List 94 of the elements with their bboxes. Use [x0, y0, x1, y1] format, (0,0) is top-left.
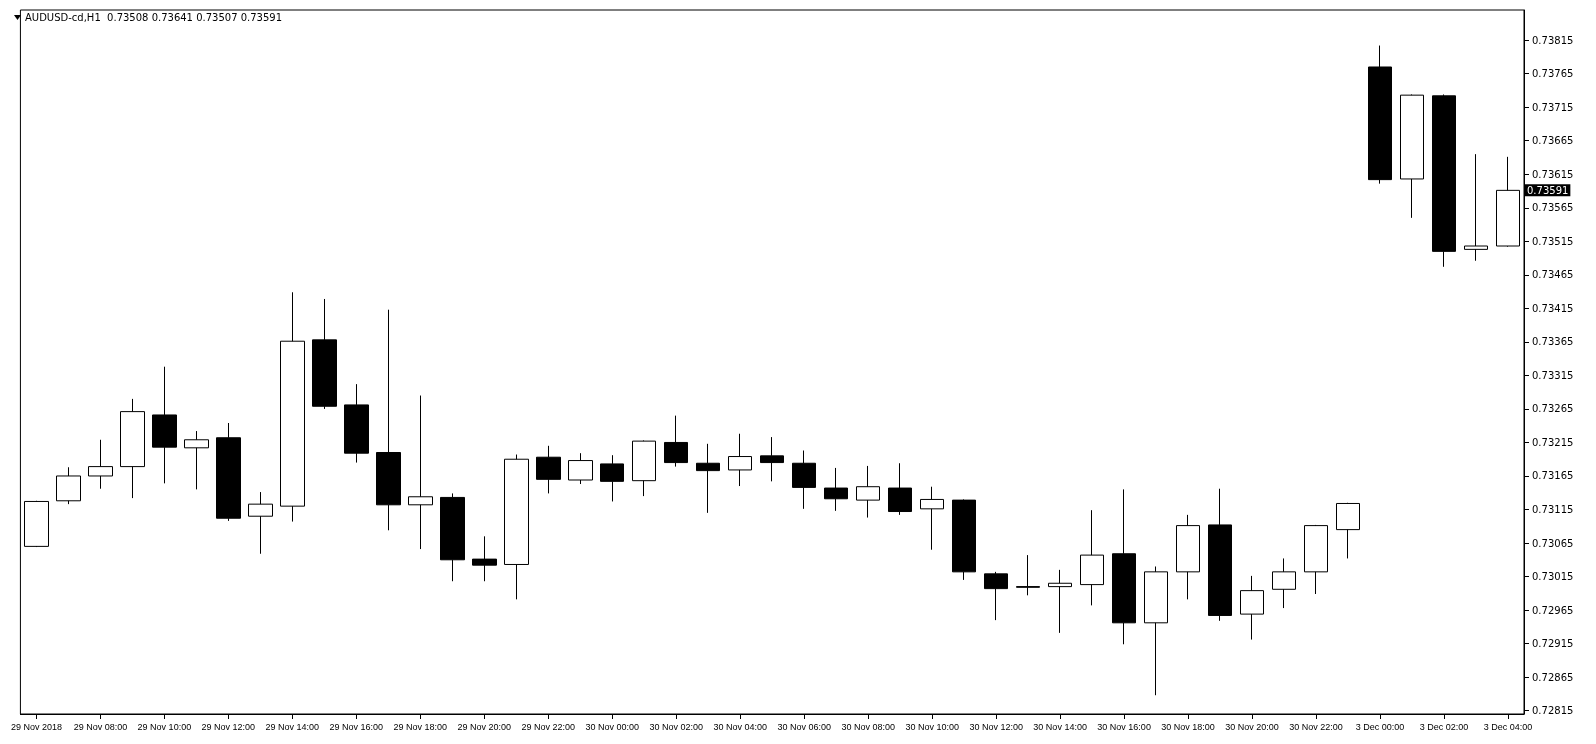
x-tick-label: 30 Nov 08:00	[841, 721, 895, 732]
x-tick-label: 29 Nov 14:00	[265, 721, 320, 732]
chart-title: AUDUSD-cd,H1 0.73508 0.73641 0.73507 0.73591	[25, 12, 283, 23]
candlestick	[504, 454, 529, 600]
y-tick-label: 0.73015	[1532, 571, 1574, 583]
y-tick-label: 0.73315	[1532, 369, 1574, 381]
x-tick-label: 29 Nov 16:00	[329, 721, 384, 732]
y-tick-label: 0.73365	[1532, 336, 1574, 348]
candlestick	[952, 498, 976, 581]
candlestick	[600, 454, 624, 502]
candlestick	[56, 466, 81, 505]
candlestick	[440, 492, 465, 582]
y-tick-label: 0.73265	[1532, 403, 1574, 415]
x-tick-label: 30 Nov 02:00	[649, 721, 704, 732]
candlestick	[1400, 93, 1424, 219]
x-tick-label: 30 Nov 04:00	[713, 721, 767, 732]
y-tick-label: 0.72815	[1532, 705, 1574, 717]
candlestick	[1272, 557, 1296, 609]
y-tick-label: 0.73115	[1532, 504, 1574, 515]
x-tick-label: 29 Nov 10:00	[137, 721, 192, 732]
candlestick	[312, 298, 337, 410]
candlestick	[632, 439, 656, 497]
candlestick	[472, 535, 497, 582]
y-tick-label: 0.73615	[1532, 168, 1574, 180]
y-tick-label: 0.73815	[1532, 34, 1574, 46]
candlestick	[1304, 524, 1328, 595]
candlestick	[344, 383, 369, 464]
x-tick-label: 3 Dec 02:00	[1419, 721, 1469, 732]
y-tick-label: 0.73515	[1532, 235, 1574, 247]
y-tick-label: 0.73715	[1532, 101, 1574, 113]
candlestick	[1368, 45, 1392, 185]
candlestick	[760, 436, 784, 482]
y-tick-label: 0.73215	[1532, 436, 1574, 448]
candlestick	[888, 462, 912, 516]
x-tick-label: 29 Nov 2018	[10, 721, 62, 732]
y-tick-label: 0.73065	[1532, 537, 1574, 549]
candlestick	[664, 415, 688, 468]
x-tick-label: 29 Nov 12:00	[201, 721, 256, 732]
candlestick	[120, 398, 145, 499]
x-tick-label: 30 Nov 16:00	[1097, 721, 1151, 732]
candlestick	[280, 291, 305, 523]
candlestick	[1208, 488, 1232, 622]
x-tick-label: 30 Nov 00:00	[585, 721, 640, 732]
candlestick	[408, 395, 433, 550]
candlestick	[248, 491, 273, 555]
y-tick-label: 0.73665	[1532, 135, 1574, 147]
y-tick-label: 0.72915	[1532, 638, 1574, 650]
candlestick	[1144, 566, 1168, 696]
candlestick	[792, 450, 816, 510]
y-tick-label: 0.73565	[1532, 202, 1574, 214]
y-tick-label: 0.73165	[1532, 470, 1574, 482]
candlestick	[1176, 514, 1200, 600]
candlestick	[1336, 502, 1360, 559]
x-tick-label: 30 Nov 14:00	[1033, 721, 1087, 732]
x-tick-label: 30 Nov 06:00	[777, 721, 831, 732]
candlestick	[1496, 156, 1520, 248]
y-tick-label: 0.73415	[1532, 302, 1574, 314]
candlestick	[696, 443, 720, 514]
candlestick	[856, 465, 880, 519]
candlestick	[1432, 93, 1456, 268]
x-tick-label: 30 Nov 22:00	[1289, 721, 1343, 732]
candlestick	[1080, 509, 1104, 606]
x-tick-label: 30 Nov 10:00	[905, 721, 959, 732]
candlestick	[824, 467, 848, 512]
y-tick-label: 0.73765	[1532, 68, 1574, 80]
y-tick-label: 0.72965	[1532, 604, 1574, 616]
x-tick-label: 29 Nov 22:00	[521, 721, 576, 732]
x-tick-label: 29 Nov 20:00	[457, 721, 512, 732]
candlestick	[24, 500, 49, 548]
text: 0.73591	[1527, 184, 1569, 196]
candlestick	[376, 309, 401, 531]
y-tick-label: 0.72865	[1532, 671, 1574, 683]
candlestick	[568, 452, 593, 485]
candlestick	[984, 571, 1008, 621]
x-tick-label: 30 Nov 18:00	[1161, 721, 1215, 732]
x-tick-label: 3 Dec 00:00	[1355, 721, 1405, 732]
candlestick	[216, 422, 241, 522]
x-tick-label: 29 Nov 18:00	[393, 721, 448, 732]
x-tick-label: 29 Nov 08:00	[73, 721, 128, 732]
candlestick	[536, 445, 561, 494]
y-tick-label: 0.73465	[1532, 269, 1574, 281]
candlestick	[184, 430, 209, 490]
candlestick	[88, 439, 113, 490]
candlestick	[920, 486, 944, 551]
x-tick-label: 30 Nov 12:00	[969, 721, 1023, 732]
x-tick-label: 3 Dec 04:00	[1483, 721, 1533, 732]
candlestick	[1112, 488, 1136, 645]
candlestick	[728, 433, 752, 487]
x-tick-label: 30 Nov 20:00	[1225, 721, 1279, 732]
candlestick	[1016, 554, 1040, 596]
candlestick	[1464, 153, 1488, 262]
candlestick	[1240, 575, 1264, 641]
candlestick	[1048, 569, 1072, 634]
candlestick	[152, 366, 177, 484]
